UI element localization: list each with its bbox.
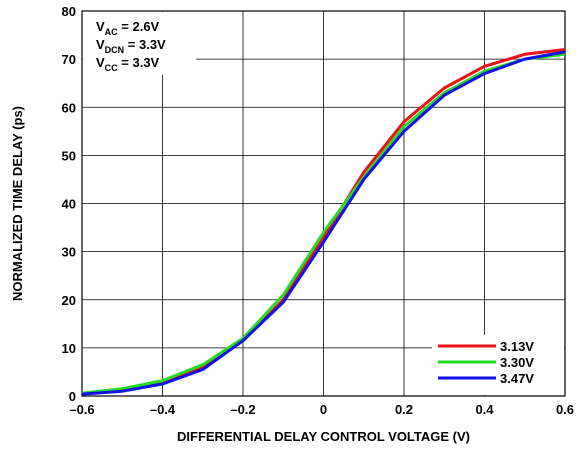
series-line-3.30V xyxy=(81,52,566,395)
y-tick-label: 50 xyxy=(62,148,76,163)
x-tick-label: –0.2 xyxy=(230,402,255,417)
legend-label: 3.13V xyxy=(500,339,534,354)
series-lines xyxy=(81,48,566,396)
y-tick-label: 10 xyxy=(62,341,76,356)
y-tick-labels: 0 10 20 30 40 50 60 70 80 xyxy=(62,4,76,404)
x-tick-labels: –0.6 –0.4 –0.2 0 0.2 0.4 0.6 xyxy=(69,402,574,417)
annotation-vcc: VCC = 3.3V xyxy=(96,55,160,73)
y-tick-label: 30 xyxy=(62,245,76,260)
annotation-vdcn: VDCN = 3.3V xyxy=(96,37,166,55)
legend-label: 3.47V xyxy=(500,371,534,386)
y-axis-label: NORMALIZED TIME DELAY (ps) xyxy=(10,106,25,301)
y-tick-label: 40 xyxy=(62,197,76,212)
y-tick-label: 20 xyxy=(62,293,76,308)
x-tick-label: –0.6 xyxy=(69,402,94,417)
x-axis-label: DIFFERENTIAL DELAY CONTROL VOLTAGE (V) xyxy=(177,429,470,444)
y-tick-label: 0 xyxy=(69,389,76,404)
legend-background xyxy=(432,335,564,395)
y-tick-label: 80 xyxy=(62,4,76,19)
x-tick-label: 0 xyxy=(320,402,327,417)
x-tick-label: 0.2 xyxy=(395,402,413,417)
x-tick-label: –0.4 xyxy=(150,402,176,417)
annotation-vac: VAC = 2.6V xyxy=(96,19,160,37)
y-tick-label: 60 xyxy=(62,100,76,115)
annotation-background xyxy=(83,12,196,75)
x-tick-label: 0.6 xyxy=(556,402,574,417)
y-tick-label: 70 xyxy=(62,52,76,67)
series-line-3.47V xyxy=(81,50,566,396)
x-tick-label: 0.4 xyxy=(475,402,494,417)
annotation-box: VAC = 2.6V VDCN = 3.3V VCC = 3.3V xyxy=(83,12,196,75)
plot-frame xyxy=(81,10,566,397)
legend-label: 3.30V xyxy=(500,355,534,370)
